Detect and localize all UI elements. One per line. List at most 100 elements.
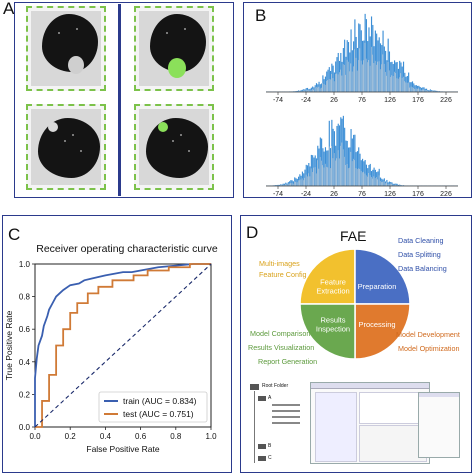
histogram-bar [351,50,353,92]
histogram-bar-inner [428,91,430,92]
histogram-bar-inner [341,142,343,186]
histogram-bar-inner [346,164,348,186]
histogram-bar-inner [378,175,380,186]
histogram-bar-inner [401,77,403,92]
histogram-bar [364,159,366,186]
histogram-bar-inner [335,73,336,92]
histogram-bar [332,128,334,186]
histogram-bar-inner [387,183,389,186]
histogram-tick-label: 126 [384,191,396,197]
histogram-bar [436,90,438,92]
histogram-bar-inner [392,76,394,92]
histogram-bar-inner [308,173,309,186]
histogram-bar-inner [396,184,398,186]
histogram-bar-inner [355,57,357,92]
histogram-bar-inner [377,61,378,92]
y-tick-label: 1.0 [19,260,31,269]
fae-label-model-optimization: Model Optimization [398,344,460,353]
histogram-bar [312,155,314,186]
histogram-bar-inner [338,158,340,186]
histogram-bar-inner [318,168,320,186]
histogram-bar [379,43,382,92]
histogram-bar-inner [296,182,298,186]
histogram-bar-inner [392,184,394,186]
software-panel [418,392,460,458]
legend-label: test (AUC = 0.751) [123,409,194,419]
histogram-bar-inner [427,90,428,92]
histogram-bar [399,60,401,92]
histogram-bar-inner [395,184,396,186]
histogram-bar-inner [383,181,385,186]
histogram-bar-inner [388,183,390,186]
y-axis-label: True Positive Rate [4,310,14,380]
histogram-bar-inner [310,168,312,186]
histogram-bar [309,88,311,92]
panel-b-letter: B [255,6,267,25]
histogram-bar-inner [331,145,332,186]
histogram-bar-inner [337,74,339,92]
histogram-bar-inner [345,165,346,186]
histogram-bar-inner [367,62,368,92]
ct-slice-original-1 [26,6,106,91]
histogram-bar-inner [372,178,373,186]
x-tick-label: 1.0 [205,432,217,441]
histogram-bar-inner [433,91,435,92]
histogram-bar-inner [424,90,426,92]
histogram-bar-inner [390,183,391,186]
histogram-bar-inner [381,182,382,186]
histogram-bar [345,56,347,92]
histogram-bar-inner [402,76,404,92]
histogram-bar-inner [324,163,326,186]
histogram-bar-inner [434,91,436,92]
histogram-bar-inner [303,180,304,186]
fae-label-feature-config: Feature Config [259,270,307,279]
panel-a-letter: A [3,0,15,18]
histogram-tick-label: -74 [273,191,283,197]
histogram-bar-inner [294,181,295,186]
histogram-bar-inner [298,180,299,186]
histogram-bar-inner [309,176,311,186]
histogram-bar [365,164,367,186]
histogram-tick-label: 26 [330,191,338,197]
histogram-bar-inner [312,88,313,92]
x-tick-label: 0.6 [135,432,147,441]
histogram-bar-inner [336,73,338,92]
histogram-bar-inner [362,172,363,186]
histogram-bar [409,82,411,92]
y-tick-label: 0.4 [19,358,31,367]
histogram-bar [385,50,387,92]
histogram-bar-inner [362,64,363,92]
histogram-bar-inner [370,176,372,186]
histogram-bar-inner [388,70,390,92]
histogram-bar-inner [373,176,375,186]
fae-label-model-development: Model Development [396,330,460,339]
roc-series-line-1 [35,263,211,428]
histogram-bar-inner [396,78,398,92]
histogram-tick-label: 226 [440,97,452,104]
histogram-bottom: -74 -24 26 76 126 176 226 [266,115,458,197]
histogram-bar [330,148,332,186]
histogram-bar-inner [327,167,329,186]
histogram-tick-label: 176 [412,97,424,104]
histogram-bar [345,140,347,186]
histogram-bar-inner [367,176,368,186]
histogram-bar-inner [321,87,322,92]
histogram-bar-inner [376,64,377,92]
histogram-bar-inner [386,182,387,186]
histogram-bar-inner [351,161,353,186]
histogram-bar [350,29,352,92]
histogram-bar-inner [295,181,297,186]
histogram-bar-inner [422,89,423,92]
panel-a-frame [14,2,234,198]
histogram-bar-inner [381,64,382,92]
histogram-bar-inner [429,90,431,92]
histogram-bar-inner [385,183,386,186]
histogram-bar-inner [423,89,425,92]
histogram-bar-inner [314,167,316,186]
histogram-bar-inner [300,91,302,92]
fae-label-results-visualization: Results Visualization [248,343,315,352]
histogram-bar-inner [350,151,352,186]
ct-slice-original-2 [26,104,106,190]
histogram-bar-inner [315,173,317,186]
histogram-bar [318,148,320,186]
